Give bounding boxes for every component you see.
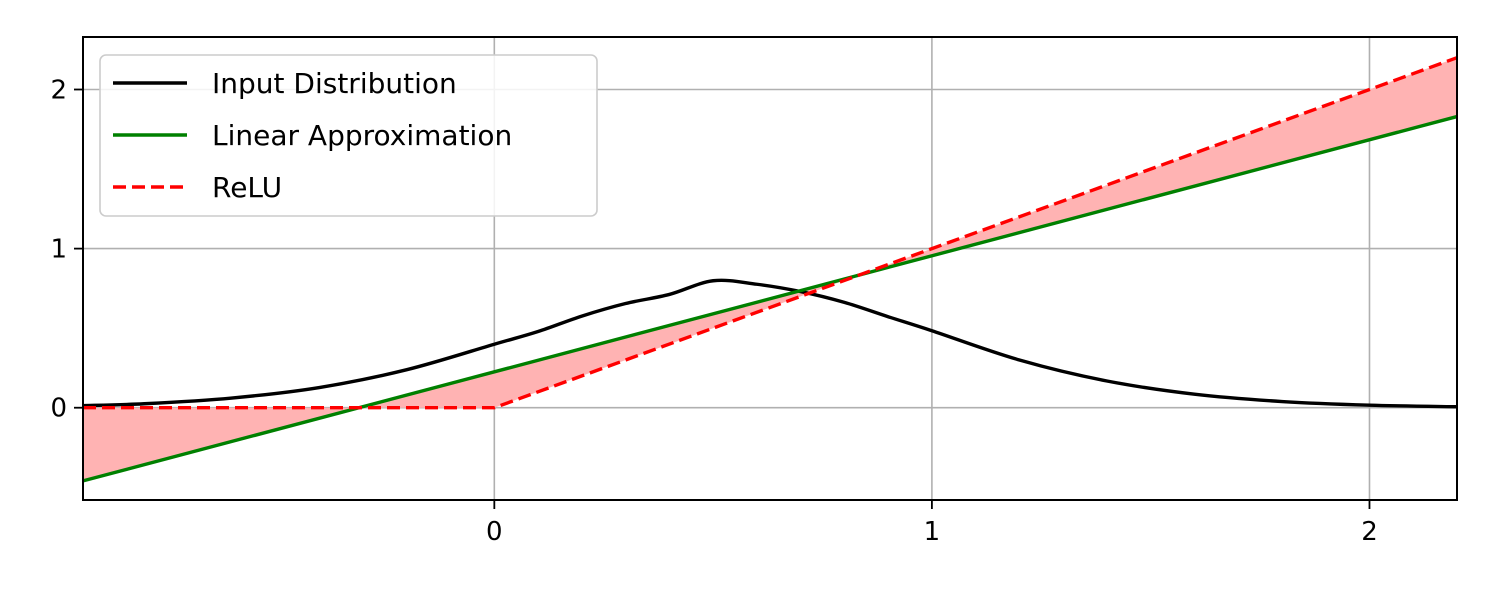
legend-label-input-distribution: Input Distribution: [212, 67, 457, 100]
series-line-linear-approximation: [82, 114, 1458, 483]
legend-label-relu: ReLU: [212, 171, 282, 204]
series: [82, 56, 1458, 483]
y-tick-label: 2: [50, 76, 67, 106]
fill-area: [83, 57, 1457, 481]
y-tick-label: 0: [50, 394, 67, 424]
x-tick-label: 0: [486, 517, 503, 547]
fill-between-area: [83, 57, 1457, 481]
axis-ticks: 0 1 2 0 1 2: [50, 76, 1377, 547]
legend-box: [99, 54, 598, 217]
plot-frame: [82, 36, 1458, 501]
y-tick-label: 1: [50, 235, 67, 265]
series-line-relu: [83, 56, 1458, 410]
legend-label-linear-approximation: Linear Approximation: [212, 119, 512, 152]
x-tick-label: 1: [924, 517, 941, 547]
series-line-input-distribution: [82, 278, 1458, 409]
legend: Input Distribution Linear Approximation Re…: [99, 54, 598, 217]
x-tick-label: 2: [1361, 517, 1378, 547]
